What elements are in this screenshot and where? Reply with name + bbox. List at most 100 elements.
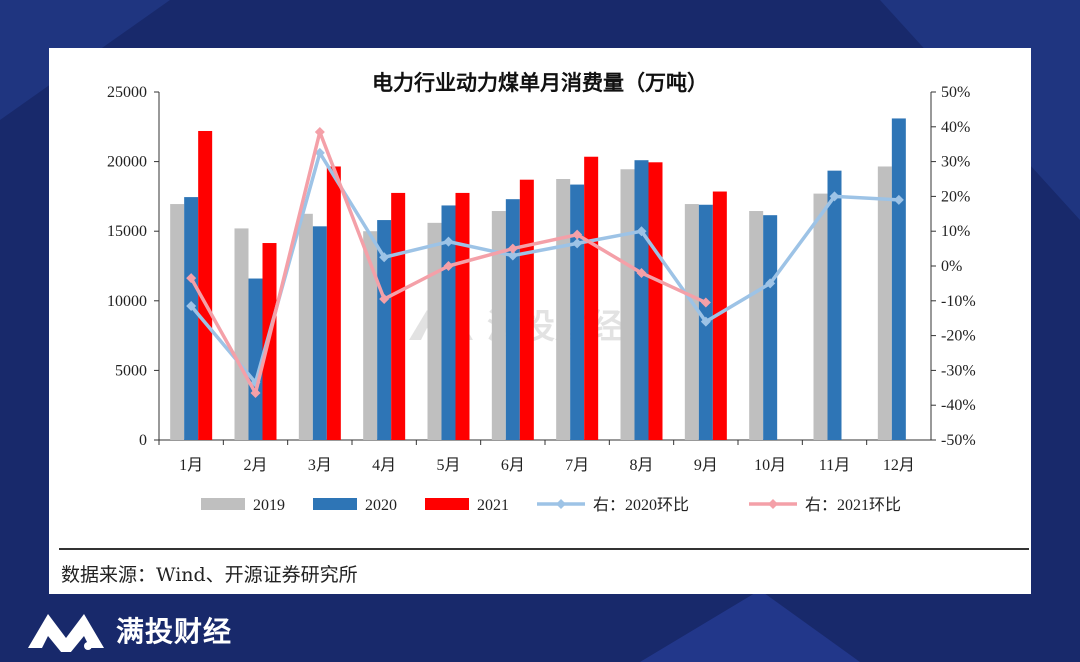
bar-2020: [312, 226, 327, 440]
bar-2021: [198, 130, 213, 440]
line-point-1: [893, 194, 904, 205]
y-right-tick-label: 20%: [941, 188, 970, 205]
line-point-2: [507, 243, 518, 254]
chart-title: 电力行业动力煤单月消费量（万吨）: [372, 70, 708, 95]
legend: 2019 2020 2021 右：2020环比 右：2021环比: [201, 496, 901, 514]
legend-swatch: [425, 498, 469, 510]
y-right-tick-label: -40%: [941, 397, 976, 414]
bar-2020: [827, 170, 842, 440]
chart: 满投财经 电力行业动力煤单月消费量（万吨） 050001000015000200…: [107, 70, 976, 514]
line-point-1: [700, 316, 711, 327]
line-point-2: [636, 267, 647, 278]
y-left-tick-label: 5000: [115, 362, 147, 379]
bar-2020: [248, 278, 263, 440]
y-left-tick-label: 20000: [107, 154, 147, 171]
bar-2020: [570, 184, 585, 440]
bar-2021: [648, 162, 663, 440]
x-tick-label: 8月: [629, 457, 653, 474]
brand-name: 满投财经: [116, 615, 233, 648]
line-point-1: [765, 278, 776, 289]
line-point-1: [829, 191, 840, 202]
line-point-2: [572, 229, 583, 240]
bars: [170, 118, 906, 441]
bar-2021: [326, 166, 341, 441]
bar-2019: [556, 179, 571, 440]
chart-card: 满投财经 电力行业动力煤单月消费量（万吨） 0 5000 10000 15000 200…: [49, 48, 1031, 594]
y-right-tick-label: -10%: [941, 293, 976, 310]
bar-2019: [620, 169, 635, 441]
bar-2019: [363, 231, 378, 440]
line-point-2: [700, 297, 711, 308]
line-point-2: [379, 294, 390, 305]
bar-2020: [891, 118, 906, 440]
source-text: 数据来源：Wind、开源证券研究所: [61, 564, 358, 586]
y-right-tick-label: -20%: [941, 328, 976, 345]
y-left-tick-label: 0: [139, 432, 147, 449]
line-point-1: [507, 250, 518, 261]
y-right-tick-label: -50%: [941, 432, 976, 449]
legend-label: 2019: [253, 497, 285, 514]
lines: [186, 127, 904, 399]
y-left-tick-label: 15000: [107, 223, 147, 240]
bar-2019: [684, 204, 699, 440]
bar-2020: [377, 220, 392, 440]
x-tick-label: 9月: [694, 457, 718, 474]
x-tick-label: 6月: [501, 457, 525, 474]
legend-label: 2021: [477, 497, 509, 514]
x-tick-label: 4月: [372, 457, 396, 474]
legend-swatch: [313, 498, 357, 510]
x-tick-label: 11月: [819, 457, 850, 474]
line-point-2: [250, 388, 261, 399]
x-tick-label: 10月: [754, 457, 786, 474]
bar-2020: [505, 199, 520, 440]
x-tick-label: 1月: [179, 457, 203, 474]
bar-2019: [170, 204, 185, 440]
bar-2020: [634, 160, 649, 440]
legend-label: 右：2021环比: [805, 496, 901, 514]
line-point-1: [314, 147, 325, 158]
y-right-tick-label: 10%: [941, 223, 970, 240]
axes: 0 5000 10000 15000 20000 25000 -50% -40% -30% -20…: [107, 84, 976, 474]
line-point-1: [379, 252, 390, 263]
x-tick-label: 7月: [565, 457, 589, 474]
y-right-tick-label: 40%: [941, 119, 970, 136]
y-right-tick-label: -30%: [941, 362, 976, 379]
bar-2021: [455, 192, 470, 440]
bar-2019: [427, 222, 442, 440]
legend-marker: [556, 499, 566, 509]
x-tick-label: 2月: [243, 457, 267, 474]
x-tick-label: 5月: [436, 457, 460, 474]
bar-2019: [813, 193, 828, 440]
bar-2020: [763, 215, 778, 440]
legend-label: 右：2020环比: [593, 496, 689, 514]
legend-label: 2020: [365, 497, 397, 514]
line-point-2: [186, 273, 197, 284]
line-point-1: [636, 226, 647, 237]
bar-2019: [877, 166, 892, 441]
line-point-1: [186, 301, 197, 312]
legend-swatch: [201, 498, 245, 510]
brand-logo-icon: [28, 614, 104, 652]
x-tick-label: 3月: [308, 457, 332, 474]
bar-2019: [234, 228, 249, 440]
x-tick-label: 12月: [883, 457, 915, 474]
y-right-tick-label: 30%: [941, 154, 970, 171]
line-point-2: [314, 127, 325, 138]
line-point-1: [572, 238, 583, 249]
legend-marker: [768, 499, 778, 509]
bar-2021: [584, 156, 599, 440]
bar-2019: [491, 211, 506, 440]
source-divider: [59, 548, 1029, 550]
y-left-tick-label: 25000: [107, 84, 147, 101]
line-point-2: [443, 261, 454, 271]
line-series-1: [189, 151, 899, 385]
bar-2021: [391, 192, 406, 440]
bar-2019: [298, 213, 313, 440]
brand: 满投财经: [26, 608, 232, 652]
bar-2019: [749, 211, 764, 440]
bar-2020: [184, 197, 199, 440]
y-left-tick-label: 10000: [107, 293, 147, 310]
line-point-1: [443, 236, 454, 247]
bar-2021: [519, 179, 534, 441]
y-right-tick-label: 50%: [941, 84, 970, 101]
